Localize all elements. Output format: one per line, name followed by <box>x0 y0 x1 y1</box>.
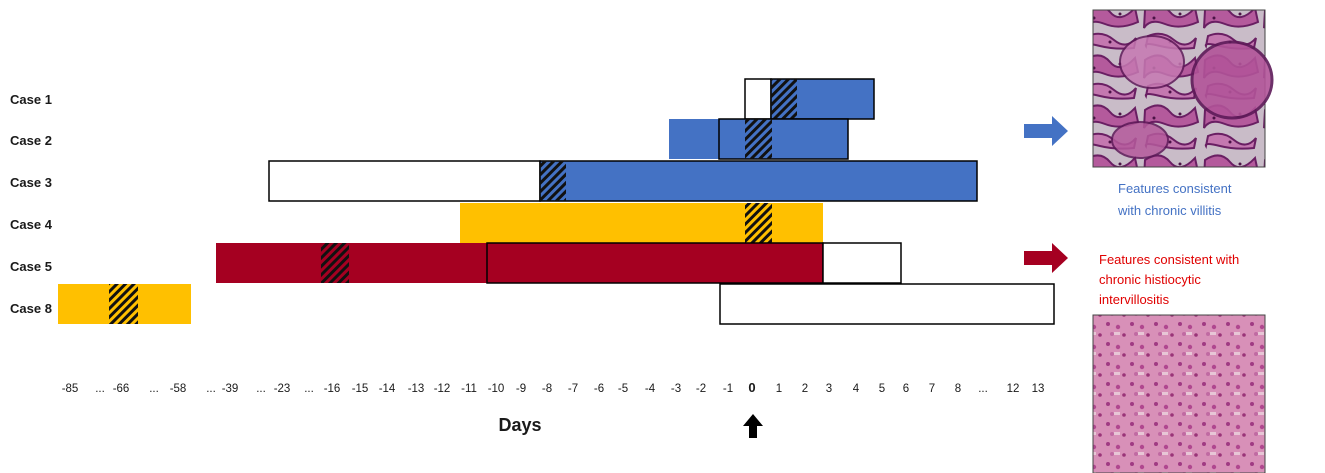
case-1-outline-bar <box>744 78 772 120</box>
case-3-hatch-marker <box>540 161 566 201</box>
tick-label: -23 <box>274 383 291 395</box>
tick-label: 6 <box>903 383 909 395</box>
case-5-bars <box>216 242 902 284</box>
case-2-blue-bar <box>718 118 849 160</box>
case-2-blue-bar-early <box>669 119 719 159</box>
tick-label: ... <box>304 383 314 395</box>
tick-label: -12 <box>434 383 451 395</box>
villitis-caption-line-2: with chronic villitis <box>1117 203 1222 218</box>
tick-label: -1 <box>723 383 733 395</box>
case-8-outline-bar <box>719 283 1055 325</box>
case-1-hatch-marker <box>771 79 797 119</box>
case-2-bars <box>669 118 849 160</box>
case-8-bars <box>58 283 1055 325</box>
case-8-hatch-marker <box>109 284 138 324</box>
case-3-bars <box>268 160 978 202</box>
tick-label: -9 <box>516 383 526 395</box>
case-label-5: Case 5 <box>10 259 52 274</box>
tick-label: 2 <box>802 383 808 395</box>
chi-caption-line-2: chronic histiocytic <box>1099 272 1201 287</box>
tick-label: ... <box>95 383 105 395</box>
tick-label: 3 <box>826 383 832 395</box>
tick-label: 5 <box>879 383 885 395</box>
tick-label: -11 <box>461 383 477 395</box>
case-4-hatch-marker <box>745 203 772 243</box>
tick-label: -66 <box>113 383 130 395</box>
case-label-8: Case 8 <box>10 301 52 316</box>
tick-label: 13 <box>1032 383 1045 395</box>
chi-histology-image <box>1092 314 1266 473</box>
case-5-crimson-bar-early <box>216 243 487 283</box>
chi-arrow-icon <box>1024 243 1068 273</box>
tick-label: -6 <box>594 383 604 395</box>
case-label-2: Case 2 <box>10 133 52 148</box>
tick-label: -16 <box>324 383 341 395</box>
tick-label: -13 <box>408 383 425 395</box>
case-1-bars <box>744 78 875 120</box>
tick-label: 1 <box>776 383 782 395</box>
tick-label: ... <box>256 383 266 395</box>
case-label-3: Case 3 <box>10 175 52 190</box>
tick-label: -3 <box>671 383 681 395</box>
tick-label: -39 <box>222 383 239 395</box>
axis-title: Days <box>498 415 541 435</box>
day-zero-arrow-icon <box>743 414 763 438</box>
tick-label: -5 <box>618 383 628 395</box>
villitis-histology-image <box>1092 9 1274 168</box>
tick-label: -58 <box>170 383 187 395</box>
tick-label: -4 <box>645 383 656 395</box>
tick-label: 8 <box>955 383 961 395</box>
axis-tick-labels: -85... -66... -58... -39... -23... -16 -15 -14-… <box>62 380 1045 395</box>
chi-caption-line-1: Features consistent with <box>1099 252 1239 267</box>
case-5-hatch-marker <box>321 243 349 283</box>
tick-label: -7 <box>568 383 578 395</box>
tick-label: -2 <box>696 383 706 395</box>
case-5-crimson-bar <box>486 242 824 284</box>
tick-label: ... <box>206 383 216 395</box>
villitis-arrow-icon <box>1024 116 1068 146</box>
tick-label: 12 <box>1007 383 1020 395</box>
case-3-outline-bar <box>268 160 541 202</box>
tick-label: -85 <box>62 383 79 395</box>
case-label-1: Case 1 <box>10 92 52 107</box>
tick-label: 7 <box>929 383 935 395</box>
tick-label: 0 <box>748 380 755 395</box>
tick-label: -10 <box>488 383 505 395</box>
case-2-hatch-marker <box>745 119 772 159</box>
tick-label: ... <box>978 383 988 395</box>
villitis-caption-line-1: Features consistent <box>1118 181 1232 196</box>
case-5-outline-bar <box>822 242 902 284</box>
case-3-blue-bar <box>539 160 978 202</box>
tick-label: 4 <box>853 383 860 395</box>
tick-label: -15 <box>352 383 369 395</box>
tick-label: ... <box>149 383 159 395</box>
tick-label: -8 <box>542 383 552 395</box>
case-label-4: Case 4 <box>10 217 53 232</box>
tick-label: -14 <box>379 383 396 395</box>
case-4-bars <box>460 203 823 243</box>
chi-caption-line-3: intervillositis <box>1099 292 1170 307</box>
